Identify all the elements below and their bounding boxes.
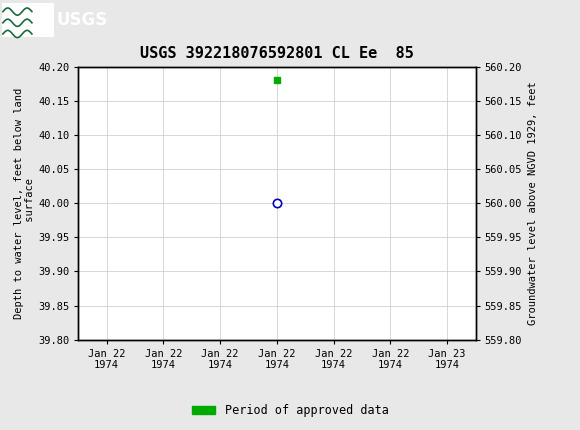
- Bar: [2, 3, 54, 37]
- Legend: Period of approved data: Period of approved data: [187, 399, 393, 422]
- Title: USGS 392218076592801 CL Ee  85: USGS 392218076592801 CL Ee 85: [140, 46, 414, 61]
- Text: USGS: USGS: [57, 11, 108, 29]
- Y-axis label: Groundwater level above NGVD 1929, feet: Groundwater level above NGVD 1929, feet: [528, 81, 538, 325]
- Y-axis label: Depth to water level, feet below land
 surface: Depth to water level, feet below land su…: [14, 88, 35, 319]
